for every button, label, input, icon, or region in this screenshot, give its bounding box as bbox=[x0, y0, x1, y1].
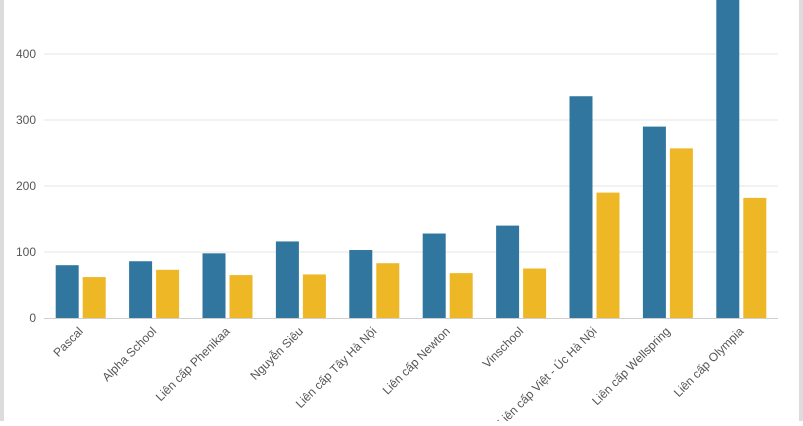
x-tick-label: Vinschool bbox=[480, 324, 527, 371]
y-axis: 0 100 200 300 400 bbox=[16, 47, 36, 325]
bar-series-2 bbox=[669, 148, 693, 318]
bar-series-2 bbox=[156, 269, 180, 318]
x-tick-label: Liên cấp Newton bbox=[380, 324, 453, 397]
y-tick-label: 300 bbox=[16, 113, 36, 127]
x-tick-label: Alpha School bbox=[99, 324, 159, 384]
bar-series-1 bbox=[202, 253, 226, 318]
bar-series-1 bbox=[129, 261, 153, 318]
bar-series-2 bbox=[376, 263, 400, 318]
x-tick-label: Liên cấp Tây Hà Nội bbox=[293, 324, 380, 411]
x-tick-label: Liên cấp Olympia bbox=[671, 324, 747, 400]
y-tick-label: 400 bbox=[16, 47, 36, 61]
bars bbox=[55, 0, 767, 319]
x-tick-label: Pascal bbox=[50, 324, 85, 359]
bar-series-2 bbox=[449, 273, 473, 318]
bar-series-2 bbox=[596, 192, 620, 318]
x-tick-label: Liên cấp Wellspring bbox=[589, 324, 673, 408]
bar-series-1 bbox=[349, 250, 373, 318]
bar-series-1 bbox=[642, 126, 666, 318]
left-frame-border bbox=[0, 0, 4, 421]
x-tick-label: Nguyễn Siêu bbox=[247, 324, 306, 383]
bar-series-2 bbox=[523, 268, 547, 318]
bar-series-1 bbox=[422, 233, 446, 318]
gridlines bbox=[44, 53, 778, 253]
bar-series-1 bbox=[55, 265, 79, 318]
bar-series-1 bbox=[569, 96, 593, 319]
bar-series-1 bbox=[275, 241, 299, 318]
x-tick-label: Liên cấp Phenikaa bbox=[153, 324, 233, 404]
y-tick-label: 0 bbox=[29, 311, 36, 325]
bar-series-2 bbox=[82, 277, 106, 318]
right-frame-border bbox=[799, 0, 803, 421]
bar-series-1 bbox=[716, 0, 740, 318]
bar-series-2 bbox=[743, 197, 767, 318]
bar-series-2 bbox=[229, 275, 253, 318]
y-tick-label: 200 bbox=[16, 179, 36, 193]
bar-series-1 bbox=[496, 225, 520, 318]
bar-series-2 bbox=[302, 274, 326, 318]
y-tick-label: 100 bbox=[16, 245, 36, 259]
